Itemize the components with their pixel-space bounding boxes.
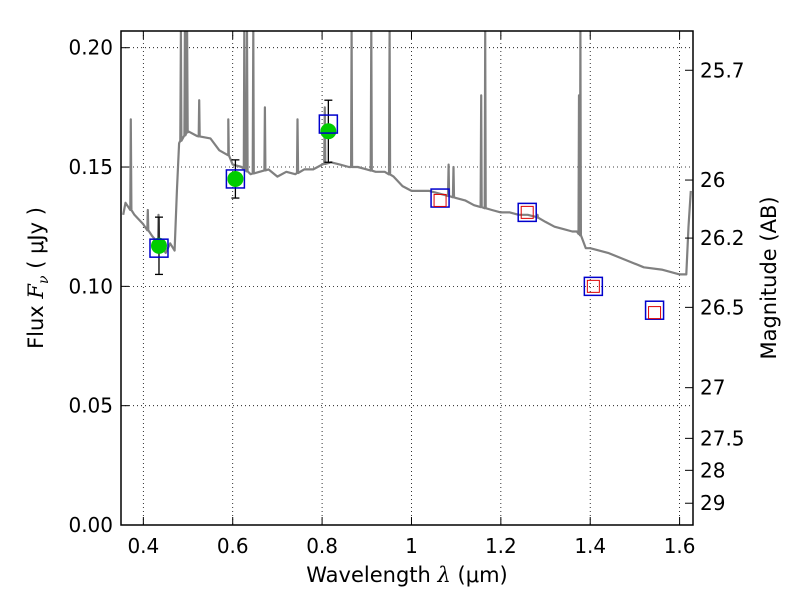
y-axis: 0.00 0.05 0.10 0.15 0.20 [68,36,129,537]
measured-flux-point [227,170,244,187]
y2-axis-title: Magnitude (AB) [757,196,781,359]
model-flux-square [583,276,604,297]
predicted-flux-square [586,279,600,293]
x-tick-label: 1.6 [664,534,696,558]
plot-background [121,31,693,525]
plot-area [122,31,692,320]
y2-tick-label: 25.7 [700,58,745,82]
predicted-flux-square [648,306,662,320]
predicted-flux-square [433,193,447,207]
y-tick-label: 0.15 [68,155,113,179]
y2-tick-label: 26 [700,168,725,192]
data-markers [149,99,665,320]
y-tick-label: 0.10 [68,274,113,298]
y2-tick-label: 28 [700,458,725,482]
y-tick-label: 0.00 [68,513,113,537]
x-tick-label: 1.2 [485,534,517,558]
x-tick-label: 0.6 [217,534,249,558]
model-flux-square [430,188,450,208]
plot-frame [120,30,694,526]
x-tick-label: 0.8 [306,534,338,558]
y2-tick-label: 27.5 [700,426,745,450]
y2-tick-label: 26.5 [700,295,745,319]
predicted-flux-square [520,205,534,219]
y-axis-title: Flux Fν ( μJy ) [24,207,52,349]
model-flux-square [149,238,169,258]
y-tick-label: 0.20 [68,36,113,60]
y2-axis: 25.7 26 26.2 26.5 27 27.5 28 29 [685,58,745,515]
x-tick-label: 1.4 [574,534,606,558]
x-tick-label: 1 [405,534,418,558]
model-flux-square [225,169,246,189]
measured-flux-point [150,237,167,254]
model-flux-square [644,300,665,320]
model-flux-square [517,202,537,223]
x-axis-title: Wavelength λ (μm) [306,563,507,587]
y2-tick-label: 26.2 [700,226,745,250]
y2-tick-label: 27 [700,376,725,400]
y2-tick-label: 29 [700,491,725,515]
measured-flux-point [320,123,337,140]
x-axis: 0.4 0.6 0.8 1 1.2 1.4 1.6 [127,31,696,558]
x-tick-label: 0.4 [127,534,159,558]
y-tick-label: 0.05 [68,394,113,418]
model-flux-square [318,114,339,134]
